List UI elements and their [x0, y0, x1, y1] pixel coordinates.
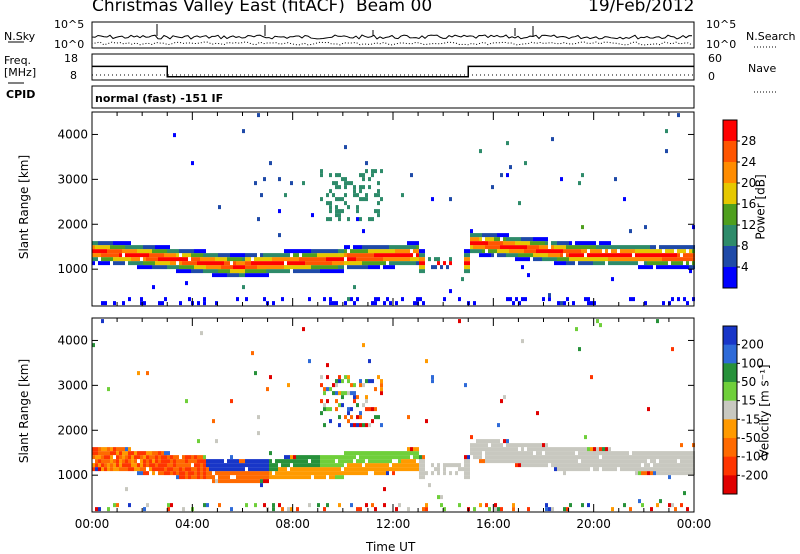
y-tick-label: 4000 — [57, 333, 88, 347]
colorbar-tick-label: 28 — [741, 134, 756, 148]
colorbar-tick-label: -15 — [741, 412, 761, 426]
nave-label: Nave — [748, 62, 777, 75]
freq-units: [MHz] — [4, 66, 37, 79]
cpid-label: CPID — [6, 88, 36, 101]
colorbar-segment — [723, 141, 737, 163]
colorbar-tick-label: 20 — [741, 176, 756, 190]
x-axis-label: Time UT — [366, 540, 416, 554]
y-tick-label: 2000 — [57, 423, 88, 437]
nsky-label: N.Sky — [4, 30, 36, 43]
colorbar-tick-label: 24 — [741, 155, 756, 169]
x-tick-label: 00:00 — [75, 517, 110, 531]
y-tick-label: 4000 — [57, 127, 88, 141]
freq-tick-top: 18 — [64, 52, 78, 65]
colorbar-frame — [722, 325, 738, 495]
power-ylabel: Slant Range [km] — [17, 154, 32, 260]
velocity-ylabel: Slant Range [km] — [17, 358, 32, 464]
colorbar-tick-label: 50 — [741, 375, 756, 389]
power-colorbar-label: Power [dB] — [753, 174, 768, 240]
freq-tick-bottom: 8 — [70, 69, 77, 82]
velocity-colorbar-label: Velocity [m s⁻¹] — [757, 364, 772, 458]
heatmap-bg-1 — [92, 318, 694, 512]
nsearch-tick-bottom: 10^0 — [706, 38, 737, 51]
nsearch-tick-top: 10^5 — [706, 18, 737, 31]
nave-tick-top: 60 — [708, 52, 722, 65]
colorbar-segment — [723, 120, 737, 142]
nsky-trace — [91, 34, 693, 40]
cpid-text: normal (fast) -151 IF — [95, 92, 224, 105]
colorbar-tick-label: -200 — [741, 468, 768, 482]
colorbar-tick-label: 100 — [741, 356, 764, 370]
beam-title: Beam 00 — [356, 0, 433, 16]
colorbar-segment — [723, 438, 737, 458]
colorbar-segment — [723, 267, 737, 289]
y-tick-label: 1000 — [57, 468, 88, 482]
nsky-panel — [91, 21, 695, 49]
nsearch-trace — [91, 41, 693, 46]
colorbar-segment — [723, 246, 737, 268]
colorbar-segment — [723, 183, 737, 205]
x-tick-label: 08:00 — [275, 517, 310, 531]
colorbar-tick-label: -100 — [741, 450, 768, 464]
colorbar-segment — [723, 400, 737, 420]
colorbar-tick-label: 8 — [741, 239, 749, 253]
y-tick-label: 3000 — [57, 172, 88, 186]
freq-label: Freq. — [4, 54, 32, 67]
colorbar-segment — [723, 475, 737, 495]
nave-tick-bottom: 0 — [708, 70, 715, 83]
nsky-tick-bottom: 10^0 — [54, 38, 85, 51]
velocity-heatmap-cells — [92, 319, 695, 512]
colorbar-segment — [723, 419, 737, 439]
station-title: Christmas Valley East (fitACF) — [92, 0, 345, 16]
y-tick-label: 2000 — [57, 217, 88, 231]
colorbar-tick-label: 15 — [741, 394, 756, 408]
y-tick-label: 1000 — [57, 262, 88, 276]
x-tick-label: 20:00 — [576, 517, 611, 531]
colorbar-segment — [723, 204, 737, 226]
power-heatmap-cells — [92, 113, 695, 306]
colorbar-tick-label: 12 — [741, 218, 756, 232]
colorbar-segment — [723, 225, 737, 247]
nsky-tick-top: 10^5 — [54, 18, 85, 31]
colorbar-tick-label: 16 — [741, 197, 756, 211]
x-tick-label: 12:00 — [376, 517, 411, 531]
nsearch-label: N.Search — [746, 30, 796, 43]
heatmap-bg-0 — [92, 112, 694, 306]
x-tick-label: 00:00 — [677, 517, 712, 531]
colorbar-segment — [723, 162, 737, 184]
colorbar-tick-label: 4 — [741, 260, 749, 274]
x-tick-label: 04:00 — [175, 517, 210, 531]
colorbar-segment — [723, 326, 737, 346]
y-tick-label: 3000 — [57, 378, 88, 392]
date-title: 19/Feb/2012 — [588, 0, 695, 16]
colorbar-segment — [723, 382, 737, 402]
colorbar-tick-label: -50 — [741, 431, 761, 445]
x-tick-label: 16:00 — [476, 517, 511, 531]
colorbar-segment — [723, 363, 737, 383]
colorbar-segment — [723, 344, 737, 364]
colorbar-tick-label: 200 — [741, 338, 764, 352]
freq-step-line — [92, 65, 694, 78]
cpid-panel — [91, 85, 695, 109]
colorbar-segment — [723, 456, 737, 476]
